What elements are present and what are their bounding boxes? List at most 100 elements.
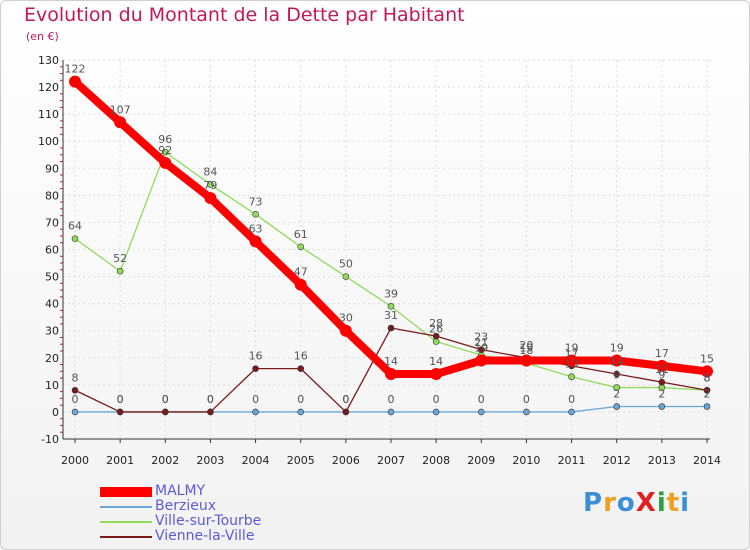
legend-label: MALMY [155,483,206,499]
data-point-berzieux [523,408,530,416]
data-point-vienne-la-ville [613,370,621,378]
data-label-vienne-la-ville: 20 [519,339,533,352]
data-label-berzieux: 0 [433,393,440,406]
x-tick-label: 2004 [242,454,270,467]
data-point-berzieux [477,408,485,416]
data-label-malmy: 19 [610,341,624,354]
x-tick-label: 2001 [106,454,134,467]
legend-swatch [100,536,152,538]
data-point-ville-sur-tourbe [342,273,350,280]
data-point-malmy [610,354,623,367]
data-label-ville-sur-tourbe: 8 [704,371,711,384]
x-tick-label: 2006 [332,454,360,467]
data-label-ville-sur-tourbe: 9 [613,369,620,382]
y-tick-label: 20 [45,352,59,365]
data-label-malmy: 92 [158,144,172,157]
series-malmy [69,75,713,381]
data-point-vienne-la-ville [116,408,124,416]
y-tick-label: 0 [52,406,59,419]
data-point-malmy [520,354,533,367]
data-label-berzieux: 0 [342,393,349,406]
data-label-vienne-la-ville: 0 [162,393,169,406]
data-point-vienne-la-ville [207,408,214,416]
data-label-vienne-la-ville: 8 [704,371,711,384]
data-label-ville-sur-tourbe: 52 [113,252,127,265]
data-label-vienne-la-ville: 14 [610,355,624,368]
data-label-berzieux: 0 [297,393,304,406]
data-point-malmy [114,116,127,129]
data-point-ville-sur-tourbe [613,384,621,391]
data-point-malmy [339,324,352,337]
x-tick-label: 2014 [693,454,721,467]
legend-label: Ville-sur-Tourbe [155,513,262,529]
data-point-berzieux [387,408,395,416]
data-point-berzieux [71,408,79,416]
data-label-ville-sur-tourbe: 61 [294,228,308,241]
x-tick-label: 2011 [558,454,586,467]
data-label-ville-sur-tourbe: 64 [68,220,82,233]
data-point-malmy [475,354,488,367]
data-point-vienne-la-ville [432,332,440,340]
y-tick-label: 60 [45,244,59,257]
data-label-vienne-la-ville: 31 [384,309,398,322]
data-label-malmy: 17 [655,347,669,360]
data-point-malmy [69,75,81,88]
data-point-malmy [565,354,578,367]
data-point-ville-sur-tourbe [432,338,440,345]
logo-letter: X [635,488,657,518]
logo-letter: i [656,488,667,518]
logo-letter: P [583,488,604,518]
data-point-berzieux [432,408,440,416]
x-tick-label: 2005 [287,454,315,467]
x-tick-label: 2012 [603,454,631,467]
data-label-vienne-la-ville: 17 [565,347,579,360]
data-label-berzieux: 0 [117,393,124,406]
x-tick-label: 2007 [377,454,405,467]
x-tick-label: 2002 [151,454,179,467]
data-label-vienne-la-ville: 0 [342,393,349,406]
y-tick-label: 120 [38,81,59,94]
y-tick-label: 90 [45,162,59,175]
data-label-berzieux: 0 [388,393,395,406]
data-label-malmy: 19 [565,341,579,354]
data-point-ville-sur-tourbe [161,148,169,156]
data-label-malmy: 63 [249,222,263,235]
data-point-vienne-la-ville [297,365,305,372]
data-label-vienne-la-ville: 23 [474,331,488,344]
logo-letter: t [666,488,681,518]
data-label-berzieux: 2 [658,388,665,401]
legend-label: Berzieux [155,498,216,514]
data-label-malmy: 19 [474,341,488,354]
data-label-berzieux: 0 [207,393,214,406]
data-point-malmy [385,368,397,381]
data-label-berzieux: 2 [704,388,711,401]
data-label-malmy: 107 [110,103,131,116]
data-point-ville-sur-tourbe [297,243,305,251]
data-label-ville-sur-tourbe: 26 [429,323,443,336]
y-tick-label: 50 [45,271,59,284]
y-tick-label: 40 [45,298,59,311]
data-label-vienne-la-ville: 11 [655,363,669,376]
y-tick-label: 130 [38,54,59,67]
legend-swatch [100,521,152,523]
y-tick-label: 110 [38,108,59,121]
data-point-ville-sur-tourbe [71,235,79,242]
y-tick-label: 80 [45,189,59,202]
data-point-vienne-la-ville [161,408,169,416]
data-point-vienne-la-ville [342,408,350,416]
data-label-ville-sur-tourbe: 50 [339,258,353,271]
data-label-ville-sur-tourbe: 73 [249,195,263,208]
data-label-vienne-la-ville: 0 [117,393,124,406]
data-label-ville-sur-tourbe: 21 [474,336,488,349]
data-label-berzieux: 0 [252,393,259,406]
data-point-berzieux [613,403,621,410]
data-label-vienne-la-ville: 8 [72,371,79,384]
data-point-berzieux [252,408,259,416]
y-tick-label: 100 [38,135,59,148]
data-point-ville-sur-tourbe [568,373,575,381]
data-label-berzieux: 0 [523,393,530,406]
data-point-vienne-la-ville [71,386,79,394]
data-point-vienne-la-ville [252,365,259,372]
data-point-berzieux [568,408,575,416]
